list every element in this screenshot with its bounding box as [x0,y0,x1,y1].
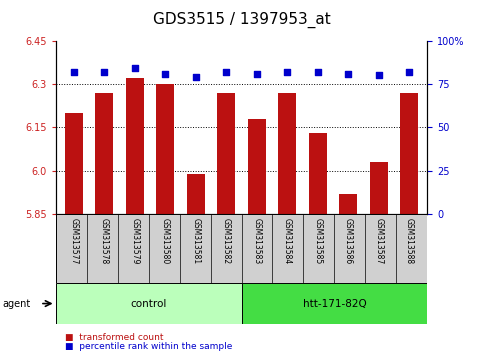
Text: GSM313581: GSM313581 [191,218,200,264]
Bar [56,283,242,324]
Text: GSM313579: GSM313579 [130,218,139,264]
Text: GSM313586: GSM313586 [344,218,353,264]
Bar [309,133,327,354]
Bar [156,84,174,354]
Text: GSM313580: GSM313580 [161,218,170,264]
Point [375,73,383,78]
Text: htt-171-82Q: htt-171-82Q [303,298,366,309]
Text: control: control [130,298,167,309]
Bar [400,93,418,354]
Point [70,69,78,75]
Bar [217,93,235,354]
Text: GSM313585: GSM313585 [313,218,322,264]
Text: agent: agent [2,298,30,309]
Bar [242,283,427,324]
Bar [339,194,357,354]
Point [284,69,291,75]
Bar [248,119,266,354]
Point [131,65,139,71]
Point [314,69,322,75]
Bar [369,162,388,354]
Point [192,74,199,80]
Point [344,71,352,76]
Text: GSM313587: GSM313587 [374,218,383,264]
Bar [65,113,83,354]
Bar [278,93,297,354]
Text: GSM313588: GSM313588 [405,218,413,264]
Point [405,69,413,75]
Point [100,69,108,75]
Text: ■  transformed count: ■ transformed count [65,332,164,342]
Text: GSM313582: GSM313582 [222,218,231,264]
Text: GSM313583: GSM313583 [252,218,261,264]
Text: GSM313578: GSM313578 [100,218,109,264]
Text: GDS3515 / 1397953_at: GDS3515 / 1397953_at [153,11,330,28]
Point [222,69,230,75]
Bar [126,78,144,354]
Text: GSM313584: GSM313584 [283,218,292,264]
Bar [95,93,114,354]
Text: GSM313577: GSM313577 [70,218,78,264]
Point [161,71,169,76]
Point [253,71,261,76]
Bar [186,174,205,354]
Text: ■  percentile rank within the sample: ■ percentile rank within the sample [65,342,233,352]
